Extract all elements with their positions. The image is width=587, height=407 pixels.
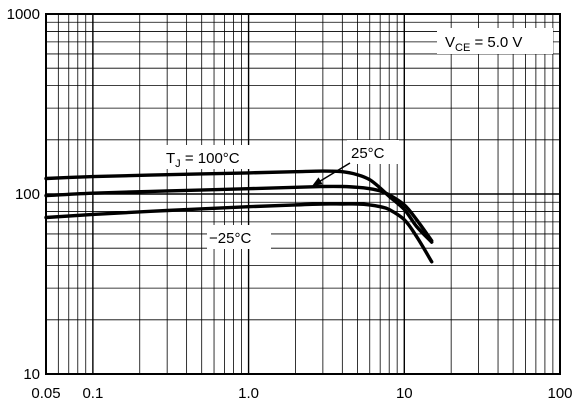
tj-main: T [166, 150, 175, 167]
series-line-tj [44, 169, 434, 244]
vce-annotation: VCE = 5.0 V [445, 34, 522, 54]
t25-arrow-head [312, 177, 323, 186]
t25-annotation-box [347, 140, 399, 164]
x-tick-label: 0.1 [82, 385, 103, 402]
tj-sub: J [175, 158, 181, 170]
grid [46, 14, 560, 374]
series-line-tneg25 [44, 202, 434, 264]
y-tick-label: 1000 [7, 6, 40, 23]
vce-annotation-box [437, 28, 553, 54]
x-tick-label: 1.0 [238, 385, 259, 402]
tj-annotation: TJ = 100°C [166, 150, 240, 170]
y-tick-label: 10 [23, 366, 40, 383]
vce-main: V [445, 34, 455, 51]
t25-arrow-line [316, 162, 351, 184]
series-line-t25 [44, 184, 434, 243]
tneg25-annotation: −25°C [209, 230, 251, 247]
x-tick-label: 10 [396, 385, 413, 402]
tj-annotation-box [163, 145, 271, 169]
y-tick-label: 100 [15, 186, 40, 203]
tneg25-annotation-box [207, 225, 271, 249]
tj-rest: = 100°C [181, 150, 240, 167]
series-layer [44, 169, 434, 264]
tick-labels: 0.05 0.1 1.0 10 100 10 100 1000 [7, 6, 573, 402]
x-tick-label: 100 [547, 385, 572, 402]
vce-rest: = 5.0 V [470, 34, 522, 51]
vce-sub: CE [455, 42, 470, 54]
t25-annotation: 25°C [351, 145, 385, 162]
x-tick-label: 0.05 [31, 385, 60, 402]
